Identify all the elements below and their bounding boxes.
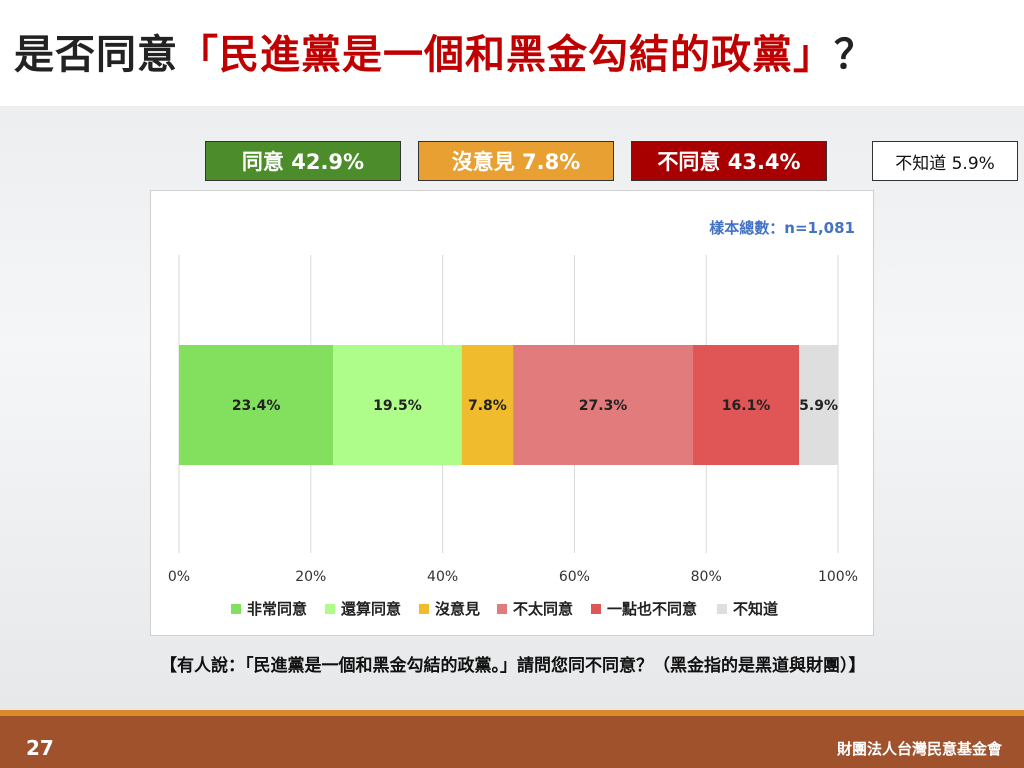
data-label: 23.4%: [232, 398, 281, 414]
legend-swatch: [497, 604, 507, 614]
survey-question: 【有人說：「民進黨是一個和黑金勾結的政黨。」請問您同不同意？（黑金指的是黑道與財…: [160, 656, 866, 676]
x-tick-label: 40%: [427, 569, 458, 585]
legend-swatch: [419, 604, 429, 614]
x-tick-label: 0%: [168, 569, 190, 585]
page-number: 27: [26, 736, 54, 760]
legend-label: 一點也不同意: [607, 600, 697, 618]
stacked-bar-chart: 0% 20% 40% 60% 80% 100% 23.4% 19.5% 7.8% 27.3% 16.…: [168, 255, 858, 618]
title-quote: 「民進黨是一個和黑金勾結的政黨」: [178, 32, 834, 78]
title-prefix: 是否同意: [14, 32, 178, 78]
legend-label: 非常同意: [247, 600, 307, 618]
legend-label: 沒意見: [435, 600, 480, 618]
bar-segment: [179, 345, 334, 465]
x-tick-label: 100%: [818, 569, 858, 585]
title-suffix: ？: [834, 32, 875, 78]
data-label: 5.9%: [799, 398, 838, 414]
legend-swatch: [231, 604, 241, 614]
bar-segment: [513, 345, 694, 465]
footer-bar: 27 財團法人台灣民意基金會: [0, 710, 1024, 768]
summary-disagree: 不同意 43.4%: [631, 141, 827, 181]
data-label: 7.8%: [468, 398, 507, 414]
legend-swatch: [717, 604, 727, 614]
legend-label: 不知道: [733, 600, 778, 618]
legend-swatch: [325, 604, 335, 614]
bar-segment: [799, 345, 838, 465]
title-bar: 是否同意「民進黨是一個和黑金勾結的政黨」？: [0, 0, 1024, 106]
legend-label: 不太同意: [513, 600, 573, 618]
x-tick-label: 20%: [295, 569, 326, 585]
data-label: 27.3%: [579, 398, 628, 414]
legend-swatch: [591, 604, 601, 614]
slide-title: 是否同意「民進黨是一個和黑金勾結的政黨」？: [14, 22, 875, 80]
data-label: 16.1%: [722, 398, 771, 414]
sample-size: 樣本總數：n=1,081: [709, 219, 855, 237]
x-tick-label: 60%: [559, 569, 590, 585]
bar-segment: [693, 345, 800, 465]
organization-name: 財團法人台灣民意基金會: [836, 740, 1002, 758]
data-label: 19.5%: [373, 398, 422, 414]
chart-panel: 樣本總數：n=1,081 0% 20% 40% 60% 80% 100% 23.4% 19.5…: [150, 190, 874, 636]
x-tick-label: 80%: [691, 569, 722, 585]
bar-segment: [461, 345, 514, 465]
summary-no-opinion: 沒意見 7.8%: [418, 141, 614, 181]
legend-label: 還算同意: [341, 600, 401, 618]
summary-dont-know: 不知道 5.9%: [872, 141, 1018, 181]
bar-segment: [333, 345, 462, 465]
summary-agree: 同意 42.9%: [205, 141, 401, 181]
